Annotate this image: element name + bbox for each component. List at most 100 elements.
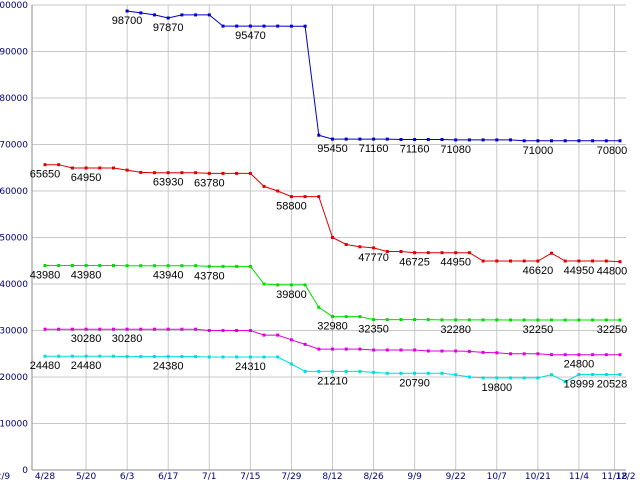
data-point <box>262 184 266 188</box>
data-point <box>248 329 252 332</box>
data-point <box>98 166 102 170</box>
series-4: 30280 30280 24800 <box>43 327 622 371</box>
y-tick-label: 90000 <box>0 48 28 58</box>
data-point <box>139 355 143 359</box>
data-point <box>153 264 156 268</box>
data-label: 43780 <box>194 270 225 282</box>
data-point <box>180 355 184 359</box>
data-point <box>372 370 376 374</box>
data-point <box>426 251 430 255</box>
data-point <box>276 283 280 287</box>
data-point <box>454 318 458 322</box>
data-point <box>440 318 444 322</box>
data-point <box>194 13 198 17</box>
data-point <box>591 353 595 357</box>
x-tick-label: 6/3 <box>120 472 134 480</box>
y-tick-label: 20000 <box>0 373 28 383</box>
data-label: 46620 <box>523 265 554 277</box>
data-point <box>440 251 444 255</box>
data-point <box>98 264 102 267</box>
data-point <box>385 371 389 375</box>
data-label: 20790 <box>399 377 430 389</box>
data-point <box>550 251 553 255</box>
data-point <box>577 373 581 376</box>
data-point <box>84 166 88 170</box>
data-label: 24380 <box>153 361 184 373</box>
data-point <box>563 353 567 357</box>
data-point <box>43 163 47 167</box>
data-point <box>358 137 362 141</box>
data-point <box>125 327 129 331</box>
data-label: 39800 <box>276 289 307 301</box>
data-point <box>399 348 403 352</box>
data-label: 95470 <box>235 30 266 42</box>
data-point <box>262 24 266 28</box>
x-tick-label: 11/4 <box>569 472 589 480</box>
data-point <box>550 373 553 377</box>
data-point <box>153 327 156 331</box>
data-point <box>563 318 567 322</box>
data-point <box>194 355 198 359</box>
data-point <box>426 138 430 141</box>
data-point <box>604 139 608 143</box>
data-point <box>495 376 499 380</box>
data-point <box>317 195 321 199</box>
data-point <box>153 13 156 17</box>
data-point <box>358 315 362 319</box>
data-point <box>509 138 512 142</box>
data-point <box>166 171 170 175</box>
data-point <box>98 354 102 358</box>
data-point <box>344 369 348 373</box>
y-tick-label: 0 <box>22 466 28 476</box>
x-tick-label: 7/1 <box>202 472 216 480</box>
data-point <box>440 138 444 141</box>
data-point <box>303 195 307 199</box>
data-point <box>467 318 471 322</box>
data-point <box>248 171 252 175</box>
data-label: 24310 <box>235 361 266 373</box>
data-point <box>344 315 348 319</box>
data-point <box>563 259 567 263</box>
data-point <box>509 352 512 356</box>
y-tick-label: 60000 <box>0 187 28 197</box>
data-point <box>467 138 471 142</box>
data-point <box>385 250 389 253</box>
data-point <box>577 259 581 263</box>
data-label: 32250 <box>597 324 628 336</box>
series-3: 43980 43980 43940 43780 39800 32980 32350 32280… <box>30 264 628 336</box>
data-point <box>344 137 348 141</box>
data-point <box>331 137 334 141</box>
data-point <box>276 355 280 359</box>
y-axis-ticks: 0 10000 20000 30000 40000 50000 60000 70000 8000… <box>0 1 28 476</box>
data-point <box>385 348 389 352</box>
data-point <box>591 318 595 322</box>
data-point <box>604 318 608 322</box>
data-label: 44800 <box>597 266 628 278</box>
x-tick-label: 10/7 <box>487 472 507 480</box>
data-point <box>467 375 471 379</box>
data-label: 71080 <box>440 144 471 156</box>
data-label: 19800 <box>482 382 513 394</box>
data-point <box>139 11 143 15</box>
data-label: 24480 <box>30 360 61 372</box>
data-point <box>221 264 225 268</box>
data-point <box>248 24 252 28</box>
data-label: 47770 <box>358 252 389 264</box>
data-point <box>153 171 156 175</box>
x-tick-label: 12/9 <box>0 472 10 480</box>
data-point <box>413 348 417 352</box>
data-point <box>235 264 239 268</box>
data-point <box>358 245 362 249</box>
data-point <box>125 355 129 359</box>
x-tick-label: 7/29 <box>281 472 301 480</box>
data-point <box>509 376 512 380</box>
data-point <box>550 318 553 322</box>
data-point <box>112 166 115 170</box>
y-tick-label: 10000 <box>0 420 28 430</box>
data-point <box>248 355 252 359</box>
data-point <box>399 371 403 375</box>
data-point <box>591 373 595 376</box>
series-group: 98700 97870 95470 95450 71160 71160 71080 71000… <box>30 9 628 394</box>
data-point <box>235 355 239 359</box>
data-point <box>194 264 198 268</box>
